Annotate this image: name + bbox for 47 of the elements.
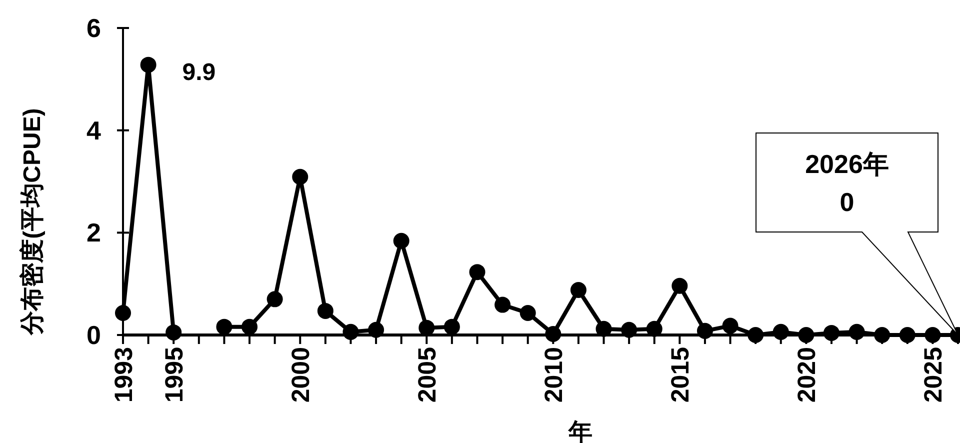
y-tick-label: 4 xyxy=(86,115,102,146)
point xyxy=(444,318,460,335)
x-tick-label: 1993 xyxy=(110,347,138,403)
point xyxy=(342,324,359,340)
x-axis-title: 年 xyxy=(568,419,592,443)
point xyxy=(646,320,662,337)
x-tick-label: 2015 xyxy=(666,346,695,403)
annotation: 2026年 0 xyxy=(805,149,889,217)
point xyxy=(393,232,410,249)
point xyxy=(772,324,789,340)
annotation: 9.9 xyxy=(182,59,216,86)
point xyxy=(848,324,865,340)
y-tick-label: 0 xyxy=(86,320,101,350)
point xyxy=(748,327,764,343)
x-tick-label: 1995 xyxy=(160,346,189,403)
y-tick-label: 6 xyxy=(86,13,101,43)
x-tick-label: 2010 xyxy=(540,347,568,403)
x-tick-label: 2025 xyxy=(920,346,948,403)
point xyxy=(874,327,890,343)
point xyxy=(115,305,131,321)
point xyxy=(266,291,283,308)
point xyxy=(899,327,916,343)
point xyxy=(596,320,612,337)
point xyxy=(798,327,814,343)
point xyxy=(722,318,738,334)
point xyxy=(317,302,334,319)
point xyxy=(368,322,384,338)
point xyxy=(166,324,182,340)
y-axis-title: 分布密度(平均CPUE) xyxy=(19,108,46,336)
point xyxy=(545,326,562,342)
point xyxy=(469,264,486,280)
point xyxy=(520,305,536,321)
point xyxy=(140,56,156,73)
point xyxy=(924,327,941,343)
point xyxy=(696,322,713,339)
x-tick-label: 2005 xyxy=(414,346,442,403)
point xyxy=(242,318,258,335)
point xyxy=(672,278,688,294)
x-tick-label: 2000 xyxy=(287,347,316,403)
point xyxy=(823,324,840,341)
point xyxy=(292,168,308,185)
point xyxy=(621,322,638,338)
point xyxy=(216,318,232,335)
y-tick-label: 2 xyxy=(86,218,101,248)
point xyxy=(494,296,511,313)
point xyxy=(570,282,586,298)
x-tick-label: 2020 xyxy=(793,347,822,403)
